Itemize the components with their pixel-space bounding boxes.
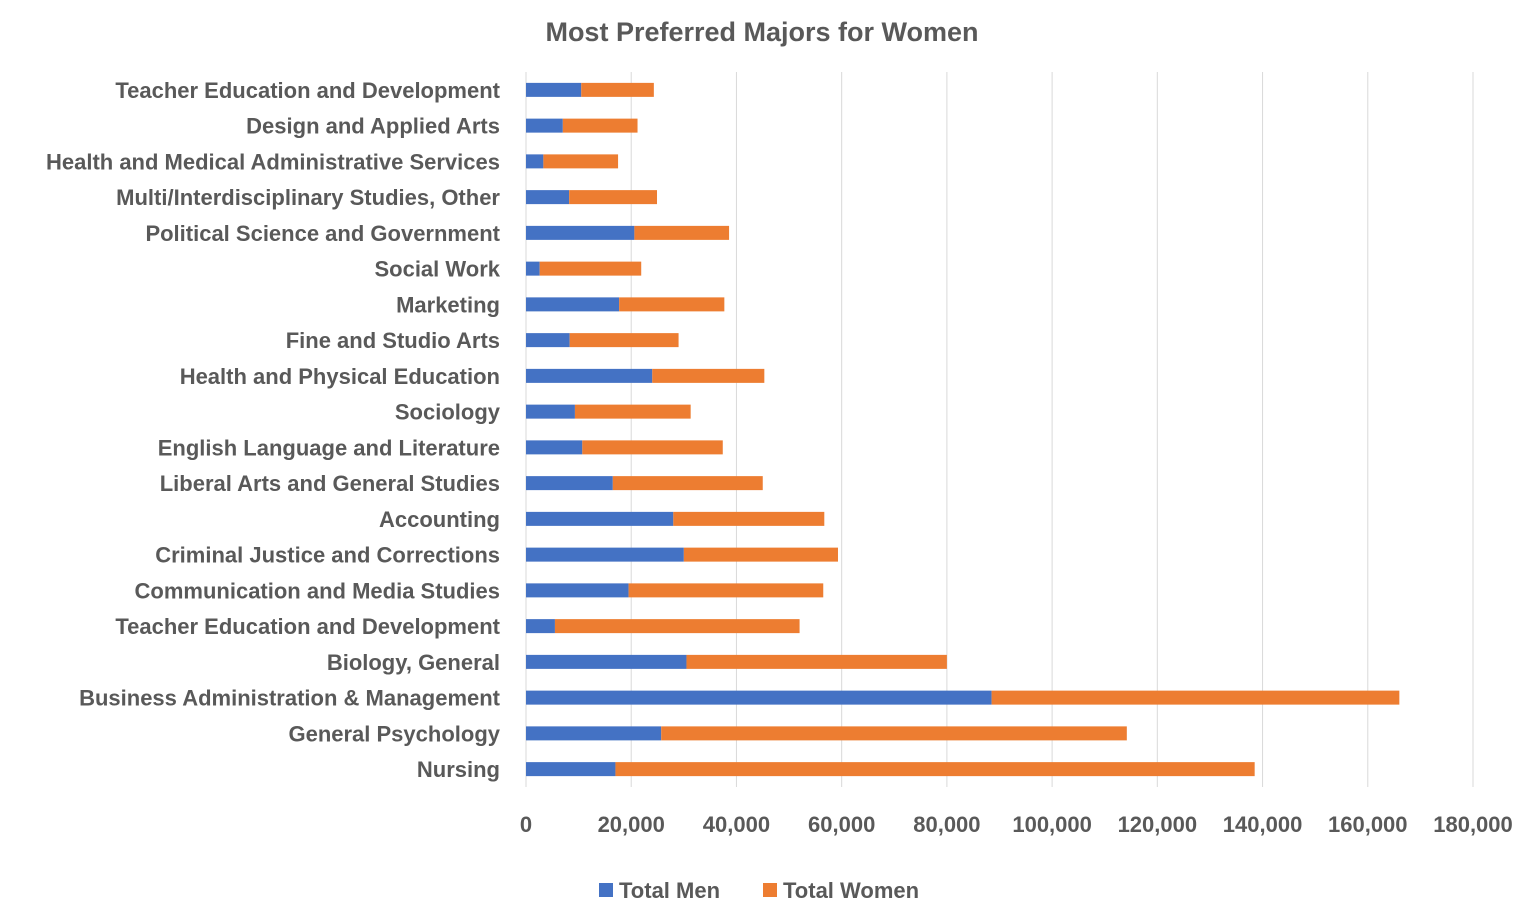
bar-men-8 — [526, 476, 613, 491]
bar-men-14 — [526, 261, 540, 276]
x-tick-label-0: 0 — [520, 812, 532, 837]
bar-women-17 — [543, 154, 619, 169]
bar-women-9 — [582, 440, 723, 455]
bar-men-11 — [526, 368, 653, 383]
bar-men-2 — [526, 690, 992, 705]
bar-men-0 — [526, 762, 616, 777]
bar-men-19 — [526, 82, 582, 97]
bar-women-6 — [683, 547, 838, 562]
bar-men-13 — [526, 297, 620, 312]
legend-label-men: Total Men — [619, 878, 720, 903]
bar-men-18 — [526, 118, 563, 133]
category-label-18: Design and Applied Arts — [246, 114, 500, 139]
x-tick-label-7: 140,000 — [1223, 812, 1303, 837]
category-label-8: Liberal Arts and General Studies — [160, 471, 500, 496]
bar-women-8 — [612, 476, 763, 491]
category-labels: Nursing General Psychology Business Admini… — [46, 78, 501, 782]
x-axis-tick-labels: 0 20,000 40,000 60,000 80,000 100,000 120,000 1… — [520, 812, 1513, 837]
category-label-19: Teacher Education and Development — [115, 78, 500, 103]
gridlines — [525, 72, 1474, 787]
bar-men-6 — [526, 547, 684, 562]
category-label-17: Health and Medical Administrative Servic… — [46, 149, 500, 174]
category-label-0: Nursing — [417, 757, 500, 782]
x-tick-label-5: 100,000 — [1012, 812, 1092, 837]
bar-men-9 — [526, 440, 583, 455]
bar-women-19 — [581, 82, 654, 97]
category-label-3: Biology, General — [327, 650, 500, 675]
bar-men-15 — [526, 225, 635, 240]
bar-men-10 — [526, 404, 575, 419]
category-label-5: Communication and Media Studies — [135, 578, 500, 603]
bar-women-13 — [619, 297, 725, 312]
bar-women-4 — [554, 619, 800, 634]
bar-men-7 — [526, 511, 674, 526]
bar-men-4 — [526, 619, 555, 634]
legend: Total Men Total Women — [599, 878, 919, 903]
bar-women-18 — [562, 118, 638, 133]
category-label-11: Health and Physical Education — [180, 364, 500, 389]
bar-women-1 — [661, 726, 1127, 741]
category-label-13: Marketing — [396, 292, 500, 317]
bar-women-2 — [991, 690, 1400, 705]
bar-women-10 — [574, 404, 691, 419]
x-tick-label-1: 20,000 — [598, 812, 665, 837]
bar-women-5 — [628, 583, 824, 598]
x-tick-label-2: 40,000 — [703, 812, 770, 837]
category-label-15: Political Science and Government — [145, 221, 500, 246]
category-label-10: Sociology — [395, 400, 501, 425]
bar-women-11 — [652, 368, 765, 383]
bar-women-7 — [673, 511, 825, 526]
bar-women-15 — [634, 225, 730, 240]
chart-title: Most Preferred Majors for Women — [545, 17, 978, 47]
x-tick-label-3: 60,000 — [808, 812, 875, 837]
bar-men-3 — [526, 654, 687, 669]
x-tick-label-8: 160,000 — [1328, 812, 1408, 837]
bar-women-3 — [686, 654, 947, 669]
category-label-12: Fine and Studio Arts — [286, 328, 500, 353]
category-label-4: Teacher Education and Development — [115, 614, 500, 639]
bar-men-12 — [526, 333, 570, 348]
bar-men-5 — [526, 583, 629, 598]
bars — [526, 82, 1400, 777]
bar-men-17 — [526, 154, 544, 169]
category-label-9: English Language and Literature — [158, 435, 500, 460]
x-tick-label-9: 180,000 — [1433, 812, 1513, 837]
legend-label-women: Total Women — [783, 878, 919, 903]
category-label-1: General Psychology — [288, 721, 500, 746]
category-label-14: Social Work — [374, 257, 500, 282]
category-label-16: Multi/Interdisciplinary Studies, Other — [116, 185, 500, 210]
category-label-7: Accounting — [379, 507, 500, 532]
legend-swatch-women — [763, 883, 777, 897]
category-label-6: Criminal Justice and Corrections — [155, 543, 500, 568]
bar-women-12 — [569, 333, 679, 348]
bar-women-0 — [615, 762, 1255, 777]
bar-women-14 — [539, 261, 642, 276]
bar-men-16 — [526, 190, 570, 205]
legend-swatch-men — [599, 883, 613, 897]
bar-men-1 — [526, 726, 662, 741]
x-tick-label-6: 120,000 — [1118, 812, 1198, 837]
bar-women-16 — [569, 190, 658, 205]
x-tick-label-4: 80,000 — [913, 812, 980, 837]
category-label-2: Business Administration & Management — [79, 686, 501, 711]
